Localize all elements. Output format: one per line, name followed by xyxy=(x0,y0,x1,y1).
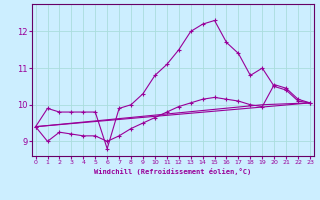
X-axis label: Windchill (Refroidissement éolien,°C): Windchill (Refroidissement éolien,°C) xyxy=(94,168,252,175)
